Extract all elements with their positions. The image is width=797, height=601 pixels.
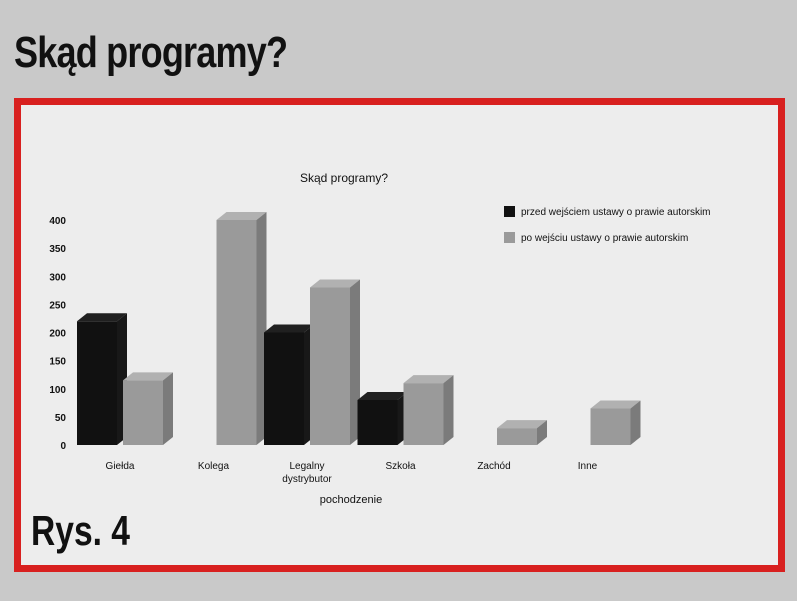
y-tick-label: 50	[55, 413, 67, 424]
legend-swatch	[504, 206, 515, 217]
bar-chart: Skąd programy? 050100150200250300350400 …	[49, 171, 711, 506]
figure-label: Rys. 4	[31, 507, 130, 554]
bar	[123, 372, 173, 445]
category-label: Zachód	[477, 461, 510, 472]
bar	[310, 279, 360, 445]
category-label: Giełda	[106, 461, 135, 472]
category-label: Inne	[578, 461, 598, 472]
legend-swatch	[504, 232, 515, 243]
y-tick-label: 400	[49, 216, 66, 227]
headline: Skąd programy?	[14, 28, 288, 77]
y-tick-label: 150	[49, 357, 66, 368]
legend-label: po wejściu ustawy o prawie autorskim	[521, 233, 688, 244]
category-label: Szkoła	[385, 461, 415, 472]
chart-frame: Skąd programy? 0 50 100 150 200 250 300 350 400 …	[14, 98, 785, 572]
bar	[264, 324, 314, 445]
y-tick-label: 300	[49, 272, 66, 283]
y-tick-label: 350	[49, 244, 66, 255]
y-tick-label: 0	[60, 441, 66, 452]
legend: przed wejściem ustawy o prawie autorskim…	[504, 206, 711, 244]
category-label: Legalny dystrybutor	[282, 461, 332, 485]
y-tick-label: 100	[49, 385, 66, 396]
y-tick-label: 200	[49, 329, 66, 340]
legend-label: przed wejściem ustawy o prawie autorskim	[521, 207, 711, 218]
bar	[216, 212, 267, 445]
bar	[357, 392, 408, 445]
bar	[77, 313, 127, 445]
bar	[497, 420, 547, 445]
category-label: Kolega	[198, 461, 230, 472]
bar	[590, 400, 641, 445]
x-axis-label: pochodzenie	[320, 494, 382, 506]
chart-title: Skąd programy?	[300, 171, 388, 185]
bar	[403, 375, 454, 445]
y-tick-label: 250	[49, 300, 66, 311]
